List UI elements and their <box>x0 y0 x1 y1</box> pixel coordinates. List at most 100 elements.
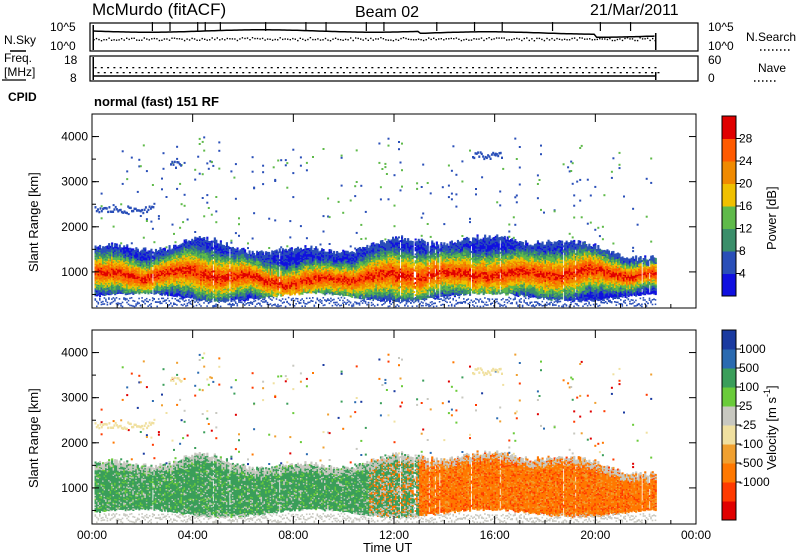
power-cell <box>118 281 121 283</box>
power-cell <box>94 245 97 248</box>
power-cell <box>139 284 142 287</box>
power-ground <box>132 305 134 307</box>
power-cell <box>157 259 160 262</box>
power-cell <box>124 275 127 278</box>
nsearch-point <box>146 38 148 40</box>
power-cell <box>165 291 168 294</box>
freq-point <box>641 67 644 69</box>
power-cell <box>114 271 117 274</box>
power-cell <box>99 258 102 261</box>
power-cell <box>148 282 151 285</box>
freq-point <box>245 67 248 69</box>
power-cell <box>120 289 123 292</box>
power-cell <box>108 285 111 288</box>
power-cell <box>150 262 153 265</box>
power-cell <box>164 270 167 273</box>
power-ground <box>250 302 252 304</box>
power-ground <box>262 301 264 303</box>
power-cell <box>154 257 157 260</box>
nave-point <box>286 72 289 74</box>
power-cell <box>144 273 147 276</box>
power-cell <box>153 288 156 291</box>
power-cell <box>142 288 145 291</box>
power-ground <box>244 301 246 303</box>
power-cell <box>106 287 109 290</box>
power-cell <box>159 276 162 279</box>
power-ground <box>162 297 165 300</box>
power-cell <box>145 262 148 265</box>
power-cell <box>164 281 167 284</box>
power-cell <box>165 262 168 265</box>
power-cell <box>154 286 157 289</box>
power-cell <box>129 276 132 279</box>
power-cell <box>121 289 124 292</box>
power-cell <box>136 258 139 261</box>
power-cell <box>141 255 144 257</box>
power-ground <box>248 304 251 306</box>
power-cell <box>147 265 150 268</box>
freq-point <box>377 67 380 69</box>
nsearch-point <box>324 37 327 40</box>
power-cell <box>112 252 115 255</box>
power-cell <box>94 272 97 275</box>
power-cell <box>124 259 127 262</box>
power-scatter <box>234 197 237 200</box>
power-cell <box>162 280 165 283</box>
nsearch-point <box>594 38 596 41</box>
power-scatter <box>247 242 249 245</box>
power-cell <box>141 261 144 264</box>
power-cell <box>145 282 148 285</box>
power-scatter <box>145 170 148 173</box>
power-ground <box>239 301 242 304</box>
nsearch-point <box>196 39 198 41</box>
power-cell <box>135 258 138 260</box>
power-cell <box>154 290 157 293</box>
power-cell <box>105 266 108 269</box>
nsearch-point <box>405 37 407 40</box>
power-cell <box>129 249 132 251</box>
power-cell <box>145 265 148 268</box>
power-cell <box>126 293 129 295</box>
power-cell <box>135 289 138 292</box>
power-cell <box>168 245 171 248</box>
power-ground <box>111 301 113 304</box>
power-cell <box>141 271 144 274</box>
power-cell <box>159 285 162 288</box>
power-cell <box>161 278 164 281</box>
freq-point <box>163 67 166 69</box>
power-cell <box>132 287 135 290</box>
power-scatter <box>207 167 210 170</box>
power-scatter <box>215 210 218 213</box>
power-cell <box>100 288 103 291</box>
power-cell <box>112 282 115 285</box>
power-cell <box>112 259 115 262</box>
nsearch-point <box>148 39 150 41</box>
power-cell <box>130 263 133 266</box>
freq-point <box>289 67 292 69</box>
power-scatter <box>120 242 123 245</box>
nsky-left-tick-low: 10^0 <box>50 39 76 53</box>
power-cell <box>121 273 124 276</box>
power-cell <box>127 266 130 269</box>
power-cell <box>111 266 114 269</box>
power-cell <box>138 264 141 266</box>
power-cell <box>117 258 120 261</box>
power-cell <box>133 258 136 261</box>
power-cell <box>123 253 126 256</box>
power-scatter <box>183 204 186 207</box>
power-cell <box>112 251 115 254</box>
power-cell <box>130 259 133 262</box>
power-cell <box>97 280 100 283</box>
power-cell <box>112 287 115 290</box>
power-cell <box>142 253 145 255</box>
power-cell <box>129 253 132 256</box>
power-cell <box>165 260 168 263</box>
power-cell <box>114 270 117 273</box>
power-cell <box>126 283 129 286</box>
power-cell <box>126 280 129 283</box>
power-cell <box>165 271 168 274</box>
nave-point <box>632 72 635 74</box>
power-cell <box>109 245 112 248</box>
power-ground <box>145 297 148 300</box>
nsearch-point <box>136 39 138 41</box>
